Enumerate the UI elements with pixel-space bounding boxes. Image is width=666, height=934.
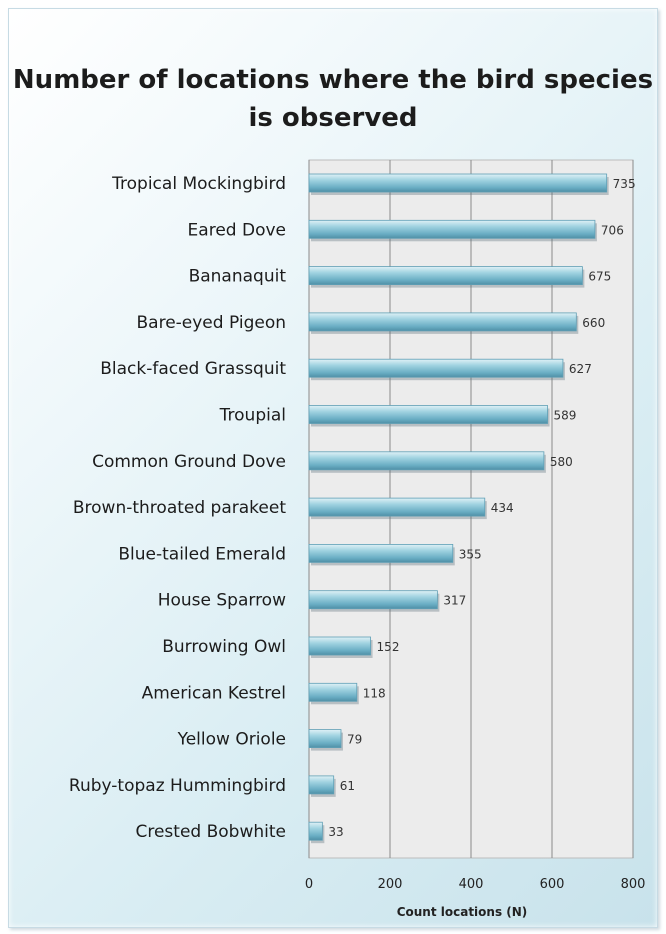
- category-label: Blue-tailed Emerald: [118, 544, 286, 564]
- value-label: 580: [550, 455, 573, 469]
- value-label: 79: [347, 733, 362, 747]
- bar: [308, 451, 545, 471]
- category-label: Black-faced Grassquit: [100, 359, 286, 379]
- x-tick-label: 200: [378, 877, 403, 892]
- bar: [308, 266, 583, 286]
- value-label: 152: [377, 640, 400, 654]
- bar: [308, 358, 564, 378]
- value-label: 675: [588, 270, 611, 284]
- bar: [308, 729, 342, 748]
- bar: [308, 219, 596, 239]
- chart-title: Number of locations where the bird speci…: [12, 65, 654, 133]
- bar: [308, 497, 486, 517]
- bars-group: [308, 173, 609, 844]
- value-label: 627: [569, 362, 592, 376]
- value-label: 735: [613, 177, 636, 191]
- value-label: 355: [459, 547, 482, 561]
- x-tick-label: 600: [540, 877, 565, 892]
- bar: [308, 636, 371, 656]
- x-axis-title: Count locations (N): [397, 905, 528, 919]
- bar: [308, 682, 358, 702]
- category-label: Brown-throated parakeet: [73, 498, 286, 518]
- category-label: Crested Bobwhite: [135, 822, 286, 842]
- value-label: 33: [328, 825, 343, 839]
- category-label: House Sparrow: [158, 591, 286, 611]
- category-labels: Tropical Mockingbird Eared Dove Bananaquit…: [69, 174, 286, 842]
- bar: [308, 821, 323, 841]
- x-tick-label: 0: [305, 877, 313, 892]
- category-label: Troupial: [219, 406, 286, 426]
- category-label: Ruby-topaz Hummingbird: [69, 776, 286, 796]
- category-label: Bananaquit: [189, 267, 287, 287]
- bar: [308, 173, 608, 193]
- value-label: 706: [601, 223, 624, 237]
- category-label: Burrowing Owl: [162, 637, 286, 657]
- category-label: Tropical Mockingbird: [111, 174, 286, 194]
- value-label: 317: [443, 594, 466, 608]
- value-labels: 735 706 675 660 627 589 580 434 355 317 152 118 79 61…: [328, 177, 635, 839]
- value-label: 61: [340, 779, 355, 793]
- category-label: American Kestrel: [142, 683, 286, 703]
- x-tick-label: 800: [621, 877, 646, 892]
- value-label: 434: [491, 501, 514, 515]
- bar: [308, 775, 335, 795]
- x-tick-label: 400: [459, 877, 484, 892]
- bar: [308, 312, 577, 332]
- value-label: 589: [554, 409, 577, 423]
- value-label: 660: [582, 316, 605, 330]
- bar: [308, 405, 548, 424]
- category-label: Yellow Oriole: [177, 730, 286, 750]
- category-label: Common Ground Dove: [92, 452, 286, 472]
- bar: [308, 544, 454, 563]
- x-tick-labels: 0 200 400 600 800: [305, 877, 646, 892]
- category-label: Eared Dove: [188, 220, 286, 240]
- category-label: Bare-eyed Pigeon: [137, 313, 287, 333]
- value-label: 118: [363, 686, 386, 700]
- bar: [308, 590, 438, 610]
